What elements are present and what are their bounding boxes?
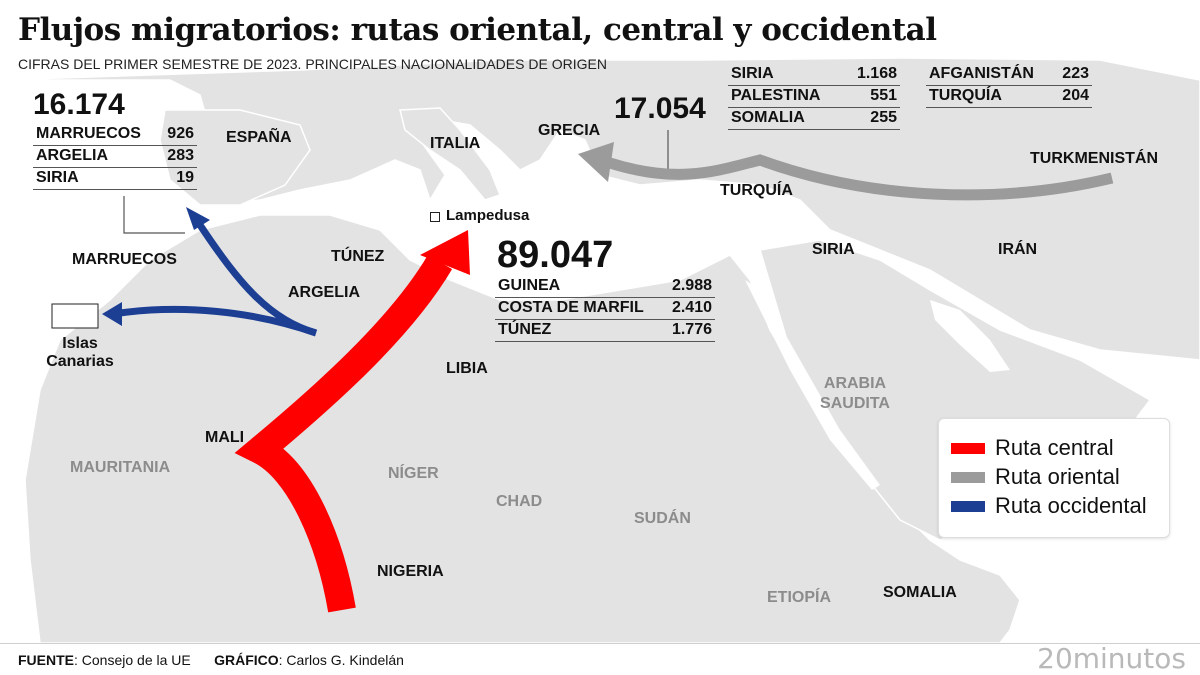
- value-cell: 19: [160, 168, 197, 190]
- label-niger: NÍGER: [388, 465, 439, 483]
- label-islas: Islas: [44, 335, 116, 353]
- country-cell: PALESTINA: [728, 86, 844, 108]
- table-row: ARGELIA 283: [33, 146, 197, 168]
- footer-divider: [0, 643, 1200, 644]
- central-table: GUINEA 2.988 COSTA DE MARFIL 2.410 TÚNEZ…: [495, 276, 715, 342]
- label-mauritania: MAURITANIA: [70, 459, 170, 477]
- table-row: PALESTINA 551: [728, 86, 900, 108]
- label-canarias: Canarias: [44, 353, 116, 371]
- label-espana: ESPAÑA: [226, 129, 292, 147]
- label-iran: IRÁN: [998, 241, 1037, 259]
- label-saudita: SAUDITA: [812, 395, 898, 413]
- value-cell: 1.776: [664, 320, 715, 342]
- table-row: AFGANISTÁN 223: [926, 64, 1092, 86]
- country-cell: TÚNEZ: [495, 320, 664, 342]
- country-cell: SOMALIA: [728, 108, 844, 130]
- country-cell: SIRIA: [728, 64, 844, 86]
- legend-item-central: Ruta central: [951, 435, 1114, 461]
- brand-logo: 20minutos: [1037, 642, 1186, 675]
- value-cell: 283: [160, 146, 197, 168]
- table-row: SIRIA 1.168: [728, 64, 900, 86]
- canarias-marker: [52, 304, 98, 328]
- legend-swatch-central: [951, 443, 985, 454]
- value-cell: 2.410: [664, 298, 715, 320]
- source-value: : Consejo de la UE: [74, 652, 191, 668]
- country-cell: GUINEA: [495, 276, 664, 298]
- label-lampedusa: Lampedusa: [446, 207, 529, 224]
- legend-item-occidental: Ruta occidental: [951, 493, 1147, 519]
- footer-credits: FUENTE: Consejo de la UE GRÁFICO: Carlos…: [18, 652, 404, 668]
- label-grecia: GRECIA: [538, 122, 600, 140]
- page-subtitle: CIFRAS DEL PRIMER SEMESTRE DE 2023. PRIN…: [18, 56, 607, 72]
- legend-swatch-occidental: [951, 501, 985, 512]
- label-arabia: ARABIA: [812, 375, 898, 393]
- label-argelia: ARGELIA: [288, 284, 360, 302]
- label-turquia: TURQUÍA: [720, 182, 793, 200]
- oriental-table-2: AFGANISTÁN 223 TURQUÍA 204: [926, 64, 1092, 108]
- legend-swatch-oriental: [951, 472, 985, 483]
- table-row: MARRUECOS 926: [33, 124, 197, 146]
- table-row: TÚNEZ 1.776: [495, 320, 715, 342]
- source-label: FUENTE: [18, 652, 74, 668]
- label-arabia-saudita: ARABIA SAUDITA: [812, 375, 898, 413]
- legend-item-oriental: Ruta oriental: [951, 464, 1120, 490]
- label-islas-canarias: Islas Canarias: [44, 335, 116, 371]
- label-etiopia: ETIOPÍA: [767, 589, 831, 607]
- value-cell: 255: [844, 108, 900, 130]
- value-cell: 204: [1054, 86, 1092, 108]
- label-nigeria: NIGERIA: [377, 563, 444, 581]
- legend: Ruta central Ruta oriental Ruta occident…: [938, 418, 1170, 538]
- label-libia: LIBIA: [446, 360, 488, 378]
- table-row: SOMALIA 255: [728, 108, 900, 130]
- value-cell: 926: [160, 124, 197, 146]
- value-cell: 2.988: [664, 276, 715, 298]
- label-marruecos: MARRUECOS: [72, 251, 177, 269]
- oriental-total: 17.054: [614, 92, 706, 126]
- label-italia: ITALIA: [430, 135, 480, 153]
- country-cell: COSTA DE MARFIL: [495, 298, 664, 320]
- country-cell: MARRUECOS: [33, 124, 160, 146]
- oriental-table-1: SIRIA 1.168 PALESTINA 551 SOMALIA 255: [728, 64, 900, 130]
- occidental-table: MARRUECOS 926 ARGELIA 283 SIRIA 19: [33, 124, 197, 190]
- label-mali: MALI: [205, 429, 244, 447]
- country-cell: TURQUÍA: [926, 86, 1054, 108]
- value-cell: 1.168: [844, 64, 900, 86]
- label-sudan: SUDÁN: [634, 510, 691, 528]
- lampedusa-marker: [430, 212, 440, 222]
- table-row: GUINEA 2.988: [495, 276, 715, 298]
- table-row: COSTA DE MARFIL 2.410: [495, 298, 715, 320]
- page-title: Flujos migratorios: rutas oriental, cent…: [18, 12, 937, 48]
- central-total: 89.047: [497, 234, 613, 277]
- country-cell: AFGANISTÁN: [926, 64, 1054, 86]
- label-chad: CHAD: [496, 493, 542, 511]
- legend-label: Ruta oriental: [995, 464, 1120, 490]
- graphic-value: : Carlos G. Kindelán: [279, 652, 404, 668]
- country-cell: ARGELIA: [33, 146, 160, 168]
- occidental-total: 16.174: [33, 88, 125, 122]
- table-row: SIRIA 19: [33, 168, 197, 190]
- legend-label: Ruta central: [995, 435, 1114, 461]
- country-cell: SIRIA: [33, 168, 160, 190]
- value-cell: 223: [1054, 64, 1092, 86]
- label-tunez: TÚNEZ: [331, 248, 384, 266]
- legend-label: Ruta occidental: [995, 493, 1147, 519]
- label-somalia: SOMALIA: [883, 584, 957, 602]
- graphic-label: GRÁFICO: [214, 652, 279, 668]
- value-cell: 551: [844, 86, 900, 108]
- label-siria: SIRIA: [812, 241, 855, 259]
- label-turkmenistan: TURKMENISTÁN: [1030, 150, 1158, 168]
- table-row: TURQUÍA 204: [926, 86, 1092, 108]
